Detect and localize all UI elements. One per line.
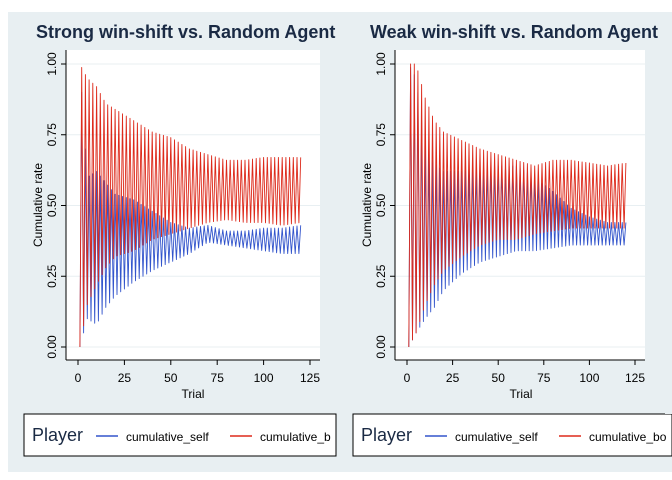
y-tick-label: 1.00 xyxy=(374,52,388,76)
y-tick-label: 0.25 xyxy=(374,264,388,288)
legend: Player cumulative_self cumulative_bo xyxy=(352,413,672,457)
x-tick-label: 125 xyxy=(300,371,320,385)
x-tick-label: 100 xyxy=(254,371,274,385)
y-tick-label: 0.50 xyxy=(45,193,59,217)
x-axis-ticks: 0 25 50 75 100 125 xyxy=(75,360,320,385)
x-tick-label: 75 xyxy=(211,371,225,385)
chart-title: Strong win-shift vs. Random Agent xyxy=(36,22,335,42)
series-line-cumulative_both xyxy=(79,67,302,348)
chart-title: Weak win-shift vs. Random Agent xyxy=(370,22,658,42)
legend: Player cumulative_self cumulative_b xyxy=(23,413,337,457)
legend-box xyxy=(23,413,337,457)
x-axis-label: Trial xyxy=(510,387,533,401)
data-marks xyxy=(79,67,302,348)
y-tick-label: 1.00 xyxy=(45,52,59,76)
x-tick-label: 0 xyxy=(404,371,411,385)
y-tick-label: 0.75 xyxy=(374,123,388,147)
y-axis-ticks: 0.00 0.25 0.50 0.75 1.00 xyxy=(374,52,395,359)
legend-title: Player xyxy=(361,425,412,445)
legend-label-both: cumulative_b xyxy=(260,430,331,444)
right-edge-mask xyxy=(665,12,672,414)
x-tick-label: 50 xyxy=(164,371,178,385)
panel-strong-win-shift: Strong win-shift vs. Random Agent 0.000.… xyxy=(23,22,337,457)
legend-box xyxy=(352,413,672,457)
x-tick-label: 75 xyxy=(537,371,551,385)
legend-label-self: cumulative_self xyxy=(455,430,538,444)
legend-label-self: cumulative_self xyxy=(126,430,209,444)
x-tick-label: 50 xyxy=(492,371,506,385)
x-tick-label: 25 xyxy=(446,371,460,385)
series-line-cumulative_self xyxy=(79,91,302,348)
x-tick-label: 100 xyxy=(579,371,599,385)
x-tick-label: 0 xyxy=(75,371,82,385)
x-tick-label: 125 xyxy=(625,371,645,385)
series-line-cumulative_both xyxy=(408,63,627,348)
x-axis-label: Trial xyxy=(182,387,205,401)
y-axis-label: Cumulative rate xyxy=(360,163,374,247)
y-axis-label: Cumulative rate xyxy=(31,163,45,247)
y-axis-ticks: 0.00 0.25 0.50 0.75 1.00 xyxy=(45,52,66,359)
x-axis-ticks: 0 25 50 75 100 125 xyxy=(404,360,645,385)
y-tick-label: 0.00 xyxy=(374,335,388,359)
x-tick-label: 25 xyxy=(118,371,132,385)
y-tick-label: 0.00 xyxy=(45,335,59,359)
y-tick-label: 0.75 xyxy=(45,123,59,147)
legend-title: Player xyxy=(32,425,83,445)
data-marks xyxy=(408,63,627,348)
legend-label-both: cumulative_bo xyxy=(589,430,667,444)
y-tick-label: 0.50 xyxy=(374,193,388,217)
panel-weak-win-shift: Weak win-shift vs. Random Agent 0.00 0.25… xyxy=(352,22,672,457)
y-tick-label: 0.25 xyxy=(45,264,59,288)
